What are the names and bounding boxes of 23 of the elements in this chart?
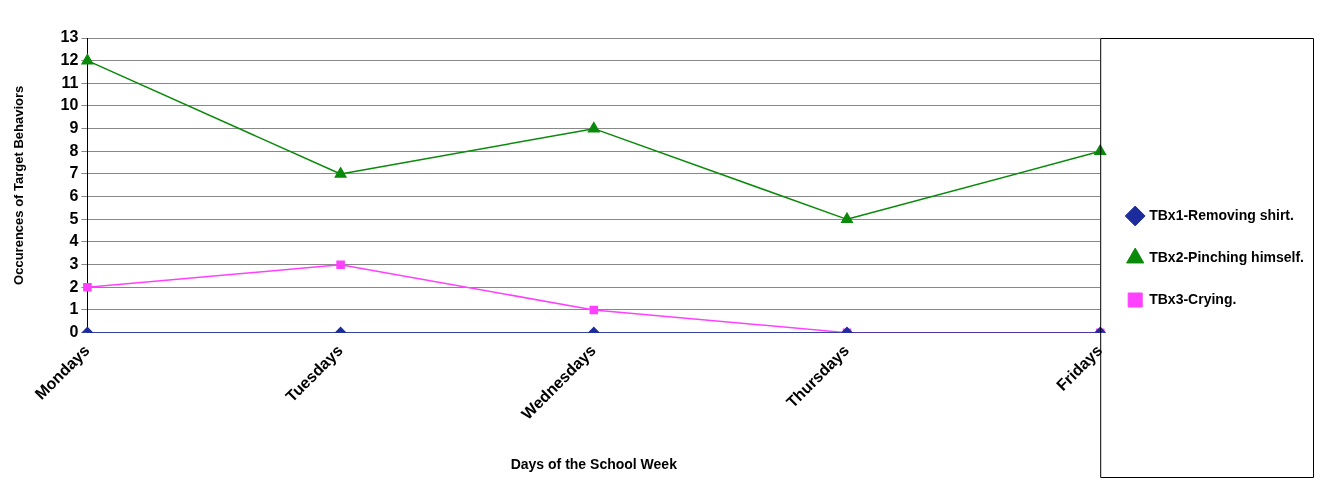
y-tick-label: 5 (69, 209, 79, 227)
y-tick-label: 7 (69, 164, 79, 182)
y-tick-label: 0 (69, 323, 79, 341)
y-tick-label: 9 (69, 119, 79, 137)
point (587, 121, 600, 133)
y-axis-title: Occurences of Target Behaviors (11, 85, 27, 285)
legend-label: TBx1-Removing shirt. (1149, 206, 1294, 223)
y-tick-label: 12 (60, 51, 79, 69)
y-tick-label: 11 (61, 73, 79, 91)
legend-label: TBx2-Pinching himself. (1149, 248, 1305, 265)
y-tick-label: 1 (69, 300, 79, 318)
x-axis-title: Days of the School Week (510, 456, 678, 473)
y-tick-label: 8 (69, 141, 79, 159)
point (334, 167, 347, 178)
y-tick-label: 13 (60, 28, 79, 46)
y-tick-label: 10 (60, 96, 79, 114)
legend-label: TBx3-Crying. (1149, 290, 1237, 307)
y-tick-label: 2 (69, 277, 79, 295)
y-tick-label: 4 (69, 232, 79, 250)
y-tick-label: 6 (69, 187, 79, 205)
point (81, 53, 94, 65)
point (841, 212, 853, 224)
y-tick-label: 3 (69, 255, 79, 273)
